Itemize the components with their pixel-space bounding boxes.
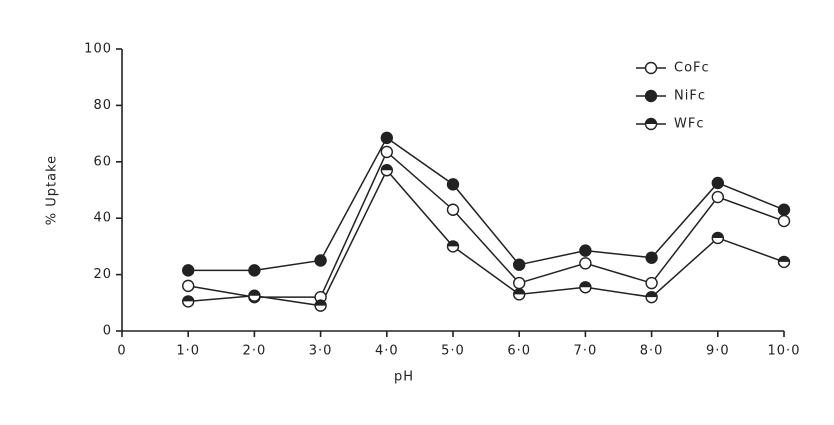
marker-half: [712, 232, 724, 238]
marker: [380, 131, 393, 145]
marker-circle: [181, 264, 195, 277]
series-line: [188, 168, 785, 307]
x-tick-label: 5·0: [441, 344, 465, 359]
marker-circle: [711, 190, 724, 204]
x-tick-label: 2·0: [243, 344, 267, 359]
legend-label: CoFc: [674, 61, 710, 76]
y-tick-label: 20: [93, 267, 112, 282]
marker-half: [381, 164, 393, 171]
marker: [645, 276, 658, 290]
legend-label: NiFc: [674, 89, 706, 104]
marker-circle: [777, 203, 791, 216]
y-axis-label: % Uptake: [45, 155, 60, 225]
marker: [777, 214, 791, 228]
marker: [181, 279, 195, 293]
marker: [446, 203, 460, 216]
y-tick-label: 60: [93, 154, 112, 169]
marker: [314, 299, 327, 312]
marker: [644, 89, 658, 103]
marker-circle: [645, 276, 658, 290]
marker: [513, 288, 526, 301]
marker-half: [248, 290, 260, 296]
marker-circle: [579, 244, 592, 257]
y-tick-label: 80: [93, 98, 112, 113]
marker: [446, 178, 460, 191]
marker: [181, 295, 195, 308]
marker: [579, 281, 592, 294]
marker: [711, 190, 724, 204]
x-tick-label: 3·0: [309, 344, 333, 359]
legend-label: WFc: [674, 117, 704, 132]
marker-half: [579, 281, 591, 288]
marker: [248, 264, 261, 277]
marker-circle: [777, 214, 791, 228]
marker-circle: [513, 276, 526, 290]
marker: [380, 145, 393, 159]
marker: [513, 276, 526, 290]
marker-half: [513, 288, 525, 295]
marker-half: [778, 256, 790, 262]
x-tick-label: 10·0: [768, 344, 801, 359]
marker: [513, 258, 526, 271]
marker: [181, 264, 195, 277]
marker-circle: [248, 264, 261, 277]
marker-half: [447, 240, 459, 247]
marker: [777, 203, 791, 216]
marker: [248, 289, 261, 302]
marker-circle: [380, 131, 393, 145]
marker-half: [315, 300, 327, 306]
marker-circle: [644, 89, 658, 103]
marker-circle: [513, 258, 526, 271]
x-tick-label: 7·0: [574, 344, 598, 359]
marker-half: [645, 118, 657, 124]
x-tick-label: 1·0: [176, 344, 200, 359]
marker-half: [646, 291, 658, 298]
x-tick-label: 4·0: [375, 344, 399, 359]
x-tick-label: 9·0: [706, 344, 730, 359]
x-tick-label: 8·0: [640, 344, 664, 359]
marker-circle: [644, 61, 658, 75]
marker: [314, 254, 327, 267]
x-tick-label: 0: [117, 344, 126, 359]
series-line: [188, 136, 785, 272]
marker: [380, 164, 393, 177]
marker-circle: [446, 178, 460, 191]
marker: [579, 244, 592, 257]
marker-circle: [711, 176, 724, 190]
y-tick-label: 100: [84, 42, 112, 57]
marker-circle: [314, 254, 327, 267]
marker-half: [182, 295, 194, 302]
series-line: [188, 150, 785, 298]
marker-circle: [181, 279, 195, 293]
marker-circle: [380, 145, 393, 159]
marker: [711, 176, 724, 190]
marker: [644, 117, 658, 131]
y-tick-label: 40: [93, 211, 112, 226]
marker: [777, 255, 791, 269]
marker: [711, 231, 724, 245]
marker-circle: [645, 251, 658, 264]
marker: [645, 251, 658, 264]
marker: [579, 257, 592, 270]
x-tick-label: 6·0: [507, 344, 531, 359]
x-axis-label: pH: [394, 370, 414, 385]
marker: [644, 61, 658, 75]
marker-circle: [446, 203, 460, 216]
marker: [446, 240, 460, 253]
marker-circle: [579, 257, 592, 270]
y-tick-label: 0: [103, 324, 112, 339]
marker: [645, 290, 658, 304]
